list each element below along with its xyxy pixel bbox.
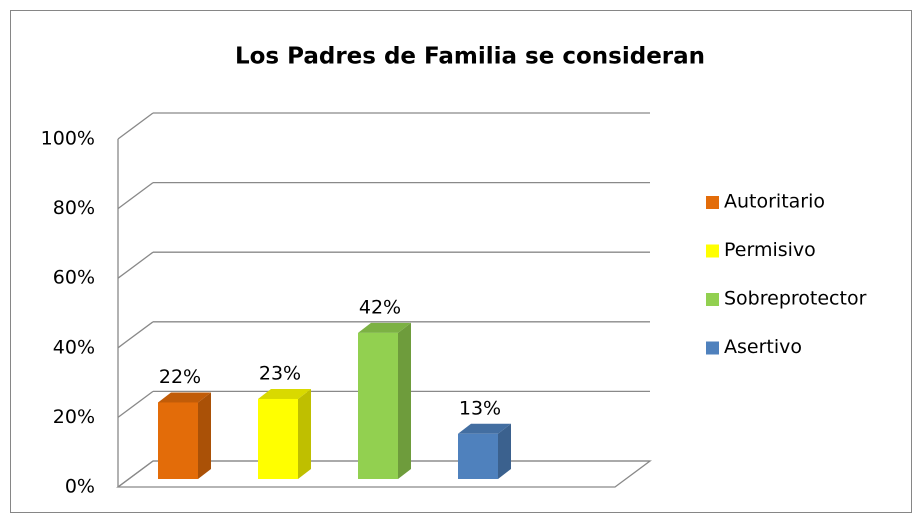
data-label: 22% [159, 366, 201, 388]
legend-label: Autoritario [724, 191, 825, 213]
legend-swatch [706, 293, 719, 306]
y-tick-label: 40% [53, 336, 95, 358]
legend-label: Asertivo [724, 336, 802, 358]
y-tick-label: 100% [41, 128, 95, 150]
legend-label: Permisivo [724, 239, 816, 261]
bar-top [458, 423, 511, 434]
legend-swatch [706, 341, 719, 355]
grid-line-side [117, 321, 154, 349]
chart-title: Los Padres de Familia se consideran [235, 44, 705, 70]
grid-line-side [117, 251, 154, 279]
bar-top [258, 388, 311, 399]
y-tick-label: 20% [53, 406, 95, 428]
grid-line-side [117, 182, 154, 210]
legend-swatch [706, 244, 719, 258]
bar [258, 398, 298, 479]
bar-side [298, 388, 311, 479]
grid-line-side [117, 112, 154, 140]
bar [158, 402, 198, 479]
bar-top [358, 322, 411, 333]
grid-line-side [117, 460, 154, 488]
legend-label: Sobreprotector [724, 288, 867, 310]
y-tick-label: 60% [53, 267, 95, 289]
y-tick-label: 0% [65, 476, 95, 498]
bar [358, 332, 398, 479]
y-tick-label: 80% [53, 197, 95, 219]
legend-swatch [706, 196, 719, 209]
grid-line-side [117, 390, 154, 418]
bar-side [198, 392, 211, 479]
bar-top [158, 392, 211, 403]
bar-side [498, 423, 511, 479]
data-label: 23% [259, 362, 301, 384]
data-label: 42% [359, 296, 401, 318]
data-label: 13% [459, 397, 501, 419]
bar-side [398, 322, 411, 479]
bar [458, 433, 498, 479]
